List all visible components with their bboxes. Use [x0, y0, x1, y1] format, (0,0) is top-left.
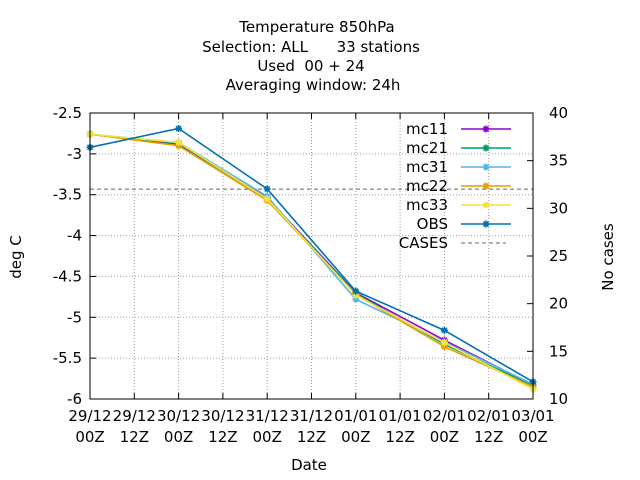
data-point — [175, 138, 183, 146]
legend-entry-mc31: mc31 — [406, 158, 511, 176]
x-tick-label-hour: 00Z — [518, 428, 547, 446]
legend-entry-mc22: mc22 — [406, 177, 511, 195]
x-tick-label-hour: 00Z — [341, 428, 370, 446]
y-tick-label: -3 — [67, 145, 82, 163]
legend-marker — [482, 144, 490, 152]
x-tick-label-date: 29/12 — [113, 407, 156, 425]
y-tick-label: -5 — [67, 308, 82, 326]
legend-label: mc21 — [406, 139, 448, 157]
legend-entry-obs: OBS — [417, 215, 511, 233]
series-line-mc31 — [89, 133, 534, 386]
title-line-3: Used 00 + 24 — [257, 57, 364, 75]
data-point — [352, 291, 360, 299]
legend-marker — [482, 182, 490, 190]
x-tick-label-date: 01/01 — [378, 407, 421, 425]
chart-title: Temperature 850hPa Selection: ALL 33 sta… — [202, 18, 420, 94]
legend-label: mc33 — [406, 196, 448, 214]
y-axis-label: deg C — [7, 235, 25, 279]
y2-axis-label: No cases — [599, 223, 617, 291]
legend-label: CASES — [399, 234, 448, 252]
legend-entry-cases: CASES — [399, 234, 506, 252]
x-tick-label-hour: 12Z — [297, 428, 326, 446]
series-mc11 — [86, 130, 537, 389]
x-tick-label-date: 02/01 — [467, 407, 510, 425]
y2-tick-label: 20 — [549, 295, 568, 313]
legend-label: mc22 — [406, 177, 448, 195]
series-mc31 — [86, 130, 537, 388]
y2-tick-label: 30 — [549, 199, 568, 217]
x-tick-label-hour: 00Z — [164, 428, 193, 446]
legend-marker — [482, 220, 490, 228]
x-axis-ticks: 29/12 00Z 29/12 12Z 30/12 00Z 30/12 12Z 31/12 00Z… — [68, 113, 555, 446]
x-tick-label-date: 31/12 — [246, 407, 289, 425]
legend-marker — [482, 201, 490, 209]
x-tick-label-date: 03/01 — [511, 407, 554, 425]
legend-marker — [482, 125, 490, 133]
title-line-2: Selection: ALL 33 stations — [202, 38, 420, 56]
y-tick-label: -2.5 — [53, 104, 82, 122]
legend-label: OBS — [417, 215, 448, 233]
y2-tick-label: 40 — [549, 104, 568, 122]
legend-entry-mc33: mc33 — [406, 196, 511, 214]
data-point — [175, 125, 183, 133]
data-point — [440, 326, 448, 334]
legend-marker — [482, 163, 490, 171]
x-tick-label-hour: 00Z — [253, 428, 282, 446]
series-layer — [86, 125, 537, 393]
x-tick-label-date: 01/01 — [334, 407, 377, 425]
y2-tick-label: 10 — [549, 390, 568, 408]
legend-label: mc11 — [406, 120, 448, 138]
y2-tick-label: 15 — [549, 342, 568, 360]
data-point — [263, 195, 271, 203]
x-tick-label-date: 31/12 — [290, 407, 333, 425]
x-axis-label: Date — [291, 456, 327, 474]
legend-entry-mc11: mc11 — [406, 120, 511, 138]
x-tick-label-date: 30/12 — [201, 407, 244, 425]
x-tick-label-hour: 12Z — [385, 428, 414, 446]
x-tick-label-hour: 00Z — [430, 428, 459, 446]
series-line-obs — [89, 127, 534, 383]
y2-tick-label: 25 — [549, 247, 568, 265]
y-axis-ticks: -2.5 -3 -3.5 -4 -4.5 -5 -5.5 -6 — [53, 104, 96, 408]
x-tick-label-hour: 12Z — [474, 428, 503, 446]
x-tick-label-hour: 12Z — [208, 428, 237, 446]
legend-label: mc31 — [406, 158, 448, 176]
data-point — [352, 287, 360, 295]
y-tick-label: -4 — [67, 227, 82, 245]
y-tick-label: -3.5 — [53, 186, 82, 204]
x-tick-label-hour: 12Z — [120, 428, 149, 446]
x-tick-label-date: 29/12 — [68, 407, 111, 425]
data-point — [352, 295, 360, 303]
title-line-1: Temperature 850hPa — [238, 18, 395, 36]
data-point — [440, 339, 448, 347]
data-point — [440, 343, 448, 351]
y-tick-label: -5.5 — [53, 349, 82, 367]
x-tick-label-date: 02/01 — [423, 407, 466, 425]
legend-entry-mc21: mc21 — [406, 139, 511, 157]
data-point — [263, 185, 271, 193]
x-tick-label-date: 30/12 — [157, 407, 200, 425]
y2-tick-label: 35 — [549, 152, 568, 170]
y2-axis-ticks: 40 35 30 25 20 15 10 — [527, 104, 568, 408]
title-line-4: Averaging window: 24h — [226, 76, 401, 94]
grid — [90, 113, 533, 399]
series-line-mc33 — [89, 133, 534, 390]
y-tick-label: -6 — [67, 390, 82, 408]
x-tick-label-hour: 00Z — [75, 428, 104, 446]
y-tick-label: -4.5 — [53, 267, 82, 285]
